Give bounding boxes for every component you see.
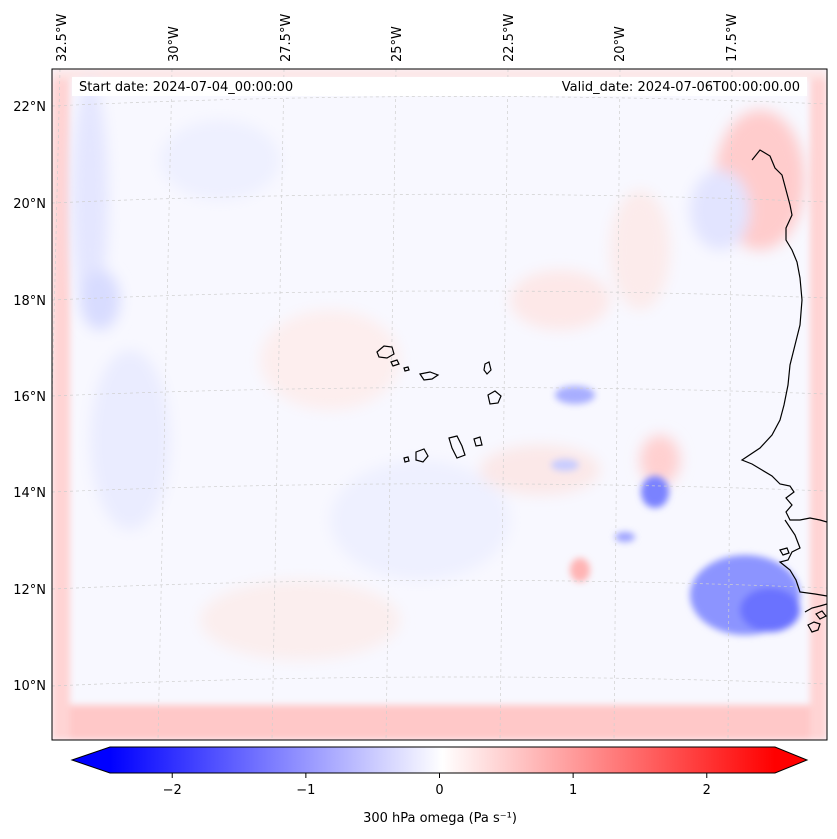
boundary-strips [52,69,827,740]
gridline-lon-30 [157,69,173,740]
omega-cells [551,386,800,635]
north-boundary-strip [52,69,827,79]
colorbar-tick-label: 2 [703,783,711,798]
patch-coast-blue [690,170,750,250]
colorbar-label: 300 hPa omega (Pa s⁻¹) [363,811,517,826]
patch-west-blue-2 [80,270,120,330]
lon-label-32_5w: 32.5°W [55,14,70,62]
latitude-labels: 22°N 20°N 18°N 16°N 14°N 12°N 10°N [13,100,46,694]
patch-s-red [200,580,400,660]
cell-large-blue-core [740,588,800,632]
cape-verde-islands [376,345,502,463]
island-maio [473,436,483,447]
lon-label-22_5w: 22.5°W [502,14,517,62]
colorbar-tick-label: −2 [163,783,182,798]
colorbar-tick-label: 1 [569,783,577,798]
lat-label-12n: 12°N [13,583,46,598]
gridline-lat-12 [52,579,827,590]
gridline-lat-22 [52,96,827,107]
omega-field: Start date: 2024-07-04_00:00:00 Valid_da… [52,69,827,740]
west-boundary-strip [52,69,70,740]
lon-label-27_5w: 27.5°W [279,14,294,62]
patch-e-red [610,190,670,310]
gridline-lat-18 [52,290,827,301]
patch-sw-blue [90,350,170,530]
valid-date-label: Valid_date: 2024-07-06T00:00:00.00 [562,80,800,95]
africa-coastline [740,149,827,633]
patch-red-cell [640,435,680,485]
gridline-lat-14 [52,483,827,493]
gridline-lat-20 [52,193,827,204]
cell-blue-16n [555,386,595,404]
gridline-lat-16 [52,387,827,397]
patch-s-blue [330,460,510,580]
gridline-lon-22_5 [499,69,509,740]
island-brava [403,456,410,463]
island-boa-vista [487,390,502,405]
lon-label-17_5w: 17.5°W [725,14,740,62]
east-boundary-strip [810,69,827,740]
patch-west-blue [72,80,108,320]
island-fogo [415,448,429,463]
lat-label-14n: 14°N [13,486,46,501]
island-sal [483,361,492,375]
coastline-mainland [740,149,827,523]
island-santo-antao [376,345,395,359]
patch-center-red [260,310,400,410]
south-boundary-strip [52,705,827,740]
gridline-lat-10 [52,676,827,687]
lon-label-20w: 20°W [613,26,628,62]
patch-mid-red [480,445,600,495]
gridline-lon-17_5 [727,69,733,740]
cell-red-12n [570,558,590,582]
colorbar-tick-label: 0 [435,783,443,798]
gridline-lon-27_5 [271,69,285,740]
omega-patches [72,80,805,660]
cell-blue-small [551,459,579,471]
colorbar-outline [70,746,809,774]
island-coast-small [779,547,790,556]
colorbar-ticks: −2 −1 0 1 2 [163,773,711,798]
island-bijagos-1 [807,621,821,633]
cell-blue-13n [615,532,635,542]
gridlines [52,69,827,740]
gridline-lon-20 [613,69,621,740]
colorbar-extend-max [775,747,807,773]
lon-label-25w: 25°W [390,26,405,62]
colorbar-extend-min [72,747,110,773]
longitude-labels: 32.5°W 30°W 27.5°W 25°W 22.5°W 20°W 17.5… [55,14,740,62]
lat-label-20n: 20°N [13,197,46,212]
lon-label-30w: 30°W [167,26,182,62]
island-santa-luzia [403,366,410,372]
colorbar-gradient [110,747,775,773]
patch-ne-red [510,270,610,330]
gridline-lon-25 [385,69,397,740]
colorbar-tick-label: −1 [296,783,315,798]
lat-label-22n: 22°N [13,100,46,115]
lat-label-10n: 10°N [13,679,46,694]
start-date-label: Start date: 2024-07-04_00:00:00 [79,80,293,95]
island-santiago [448,435,466,459]
coastline-guinea [804,603,827,613]
annotation-box [72,77,807,96]
lat-label-16n: 16°N [13,390,46,405]
lat-label-18n: 18°N [13,294,46,309]
patch-n-blue [160,120,280,200]
colorbar: −2 −1 0 1 2 300 hPa omega (Pa s⁻¹) [70,746,809,826]
coastline-guinea-bissau [778,519,827,597]
island-bijagos-2 [815,610,827,620]
map-frame [51,68,828,741]
island-sao-vicente [390,359,400,367]
island-sao-nicolau [419,371,440,381]
cell-blue-14n [641,476,669,508]
